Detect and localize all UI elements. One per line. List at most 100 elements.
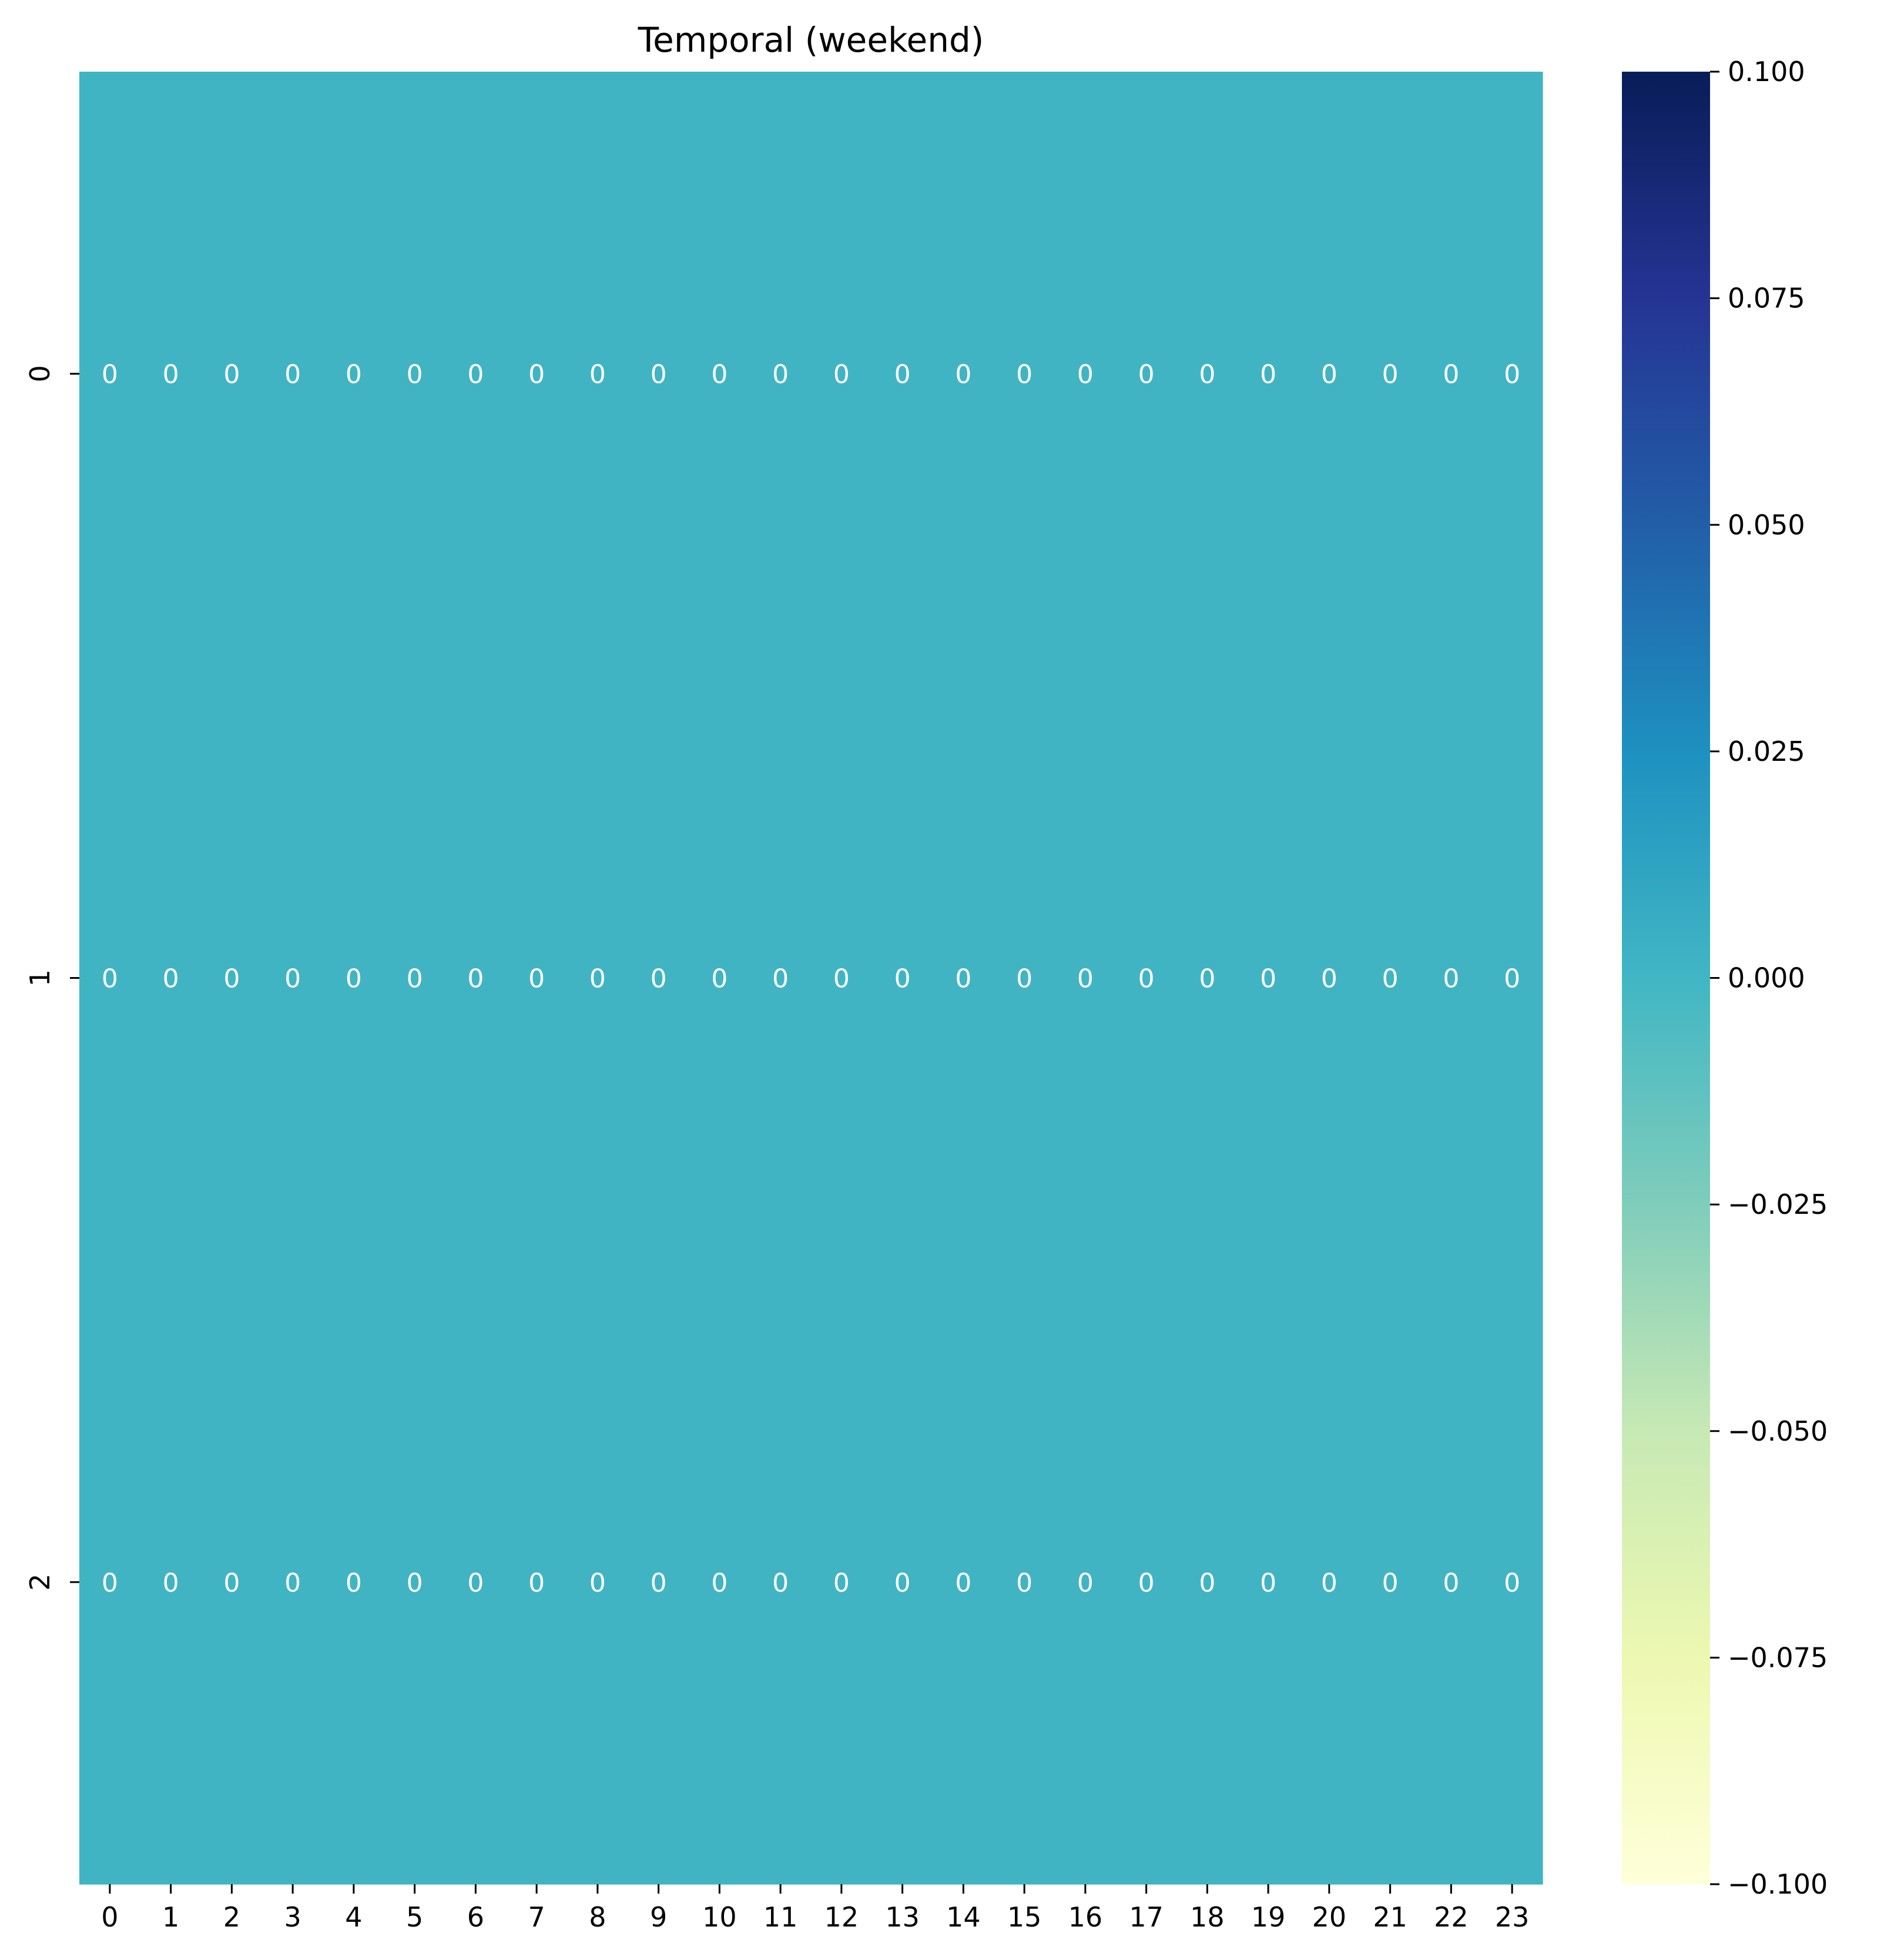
heatmap-cell	[628, 676, 690, 1281]
cell-annotation: 0	[407, 1568, 423, 1598]
cell-annotation: 0	[346, 360, 362, 390]
heatmap-cell	[1420, 1280, 1482, 1885]
heatmap-cell	[1299, 72, 1360, 676]
x-tick-label: 11	[763, 1901, 798, 1933]
cell-annotation: 0	[651, 360, 667, 390]
cell-annotation: 0	[589, 360, 606, 390]
cell-annotation: 0	[711, 360, 728, 390]
heatmap-cell	[201, 1280, 263, 1885]
cell-annotation: 0	[1138, 360, 1155, 390]
heatmap-cell	[201, 676, 263, 1281]
heatmap-cell	[1420, 72, 1482, 676]
heatmap-cell	[262, 676, 324, 1281]
cell-annotation: 0	[284, 1568, 301, 1598]
cell-annotation: 0	[528, 964, 545, 994]
cell-annotation: 0	[1199, 360, 1215, 390]
x-tick-label: 0	[101, 1901, 118, 1933]
heatmap-cell	[140, 1280, 202, 1885]
cell-annotation: 0	[1504, 360, 1520, 390]
heatmap-cell	[933, 1280, 994, 1885]
cell-annotation: 0	[346, 1568, 362, 1598]
cell-annotation: 0	[284, 964, 301, 994]
heatmap-cell	[1359, 72, 1422, 676]
heatmap-cell	[750, 1280, 812, 1885]
heatmap-cell	[262, 72, 324, 676]
heatmap-cell	[1176, 72, 1238, 676]
cell-annotation: 0	[1321, 360, 1337, 390]
x-tick-label: 19	[1251, 1901, 1286, 1933]
cell-annotation: 0	[102, 1568, 118, 1598]
cell-annotation: 0	[223, 360, 240, 390]
heatmap-cell	[1115, 72, 1178, 676]
heatmap-cell	[79, 72, 141, 676]
x-tick-label: 18	[1190, 1901, 1225, 1933]
x-tick-label: 10	[702, 1901, 737, 1933]
cell-annotation: 0	[163, 1568, 179, 1598]
heatmap-cell	[567, 72, 629, 676]
heatmap-cell	[750, 72, 812, 676]
y-tick-label: 1	[24, 969, 56, 986]
heatmap-cell	[445, 1280, 507, 1885]
heatmap-cell	[1299, 676, 1360, 1281]
cell-annotation: 0	[651, 964, 667, 994]
heatmap-cell	[994, 1280, 1055, 1885]
colorbar-tick-label: 0.075	[1728, 283, 1805, 314]
colorbar: −0.100 −0.075 −0.050 −0.025 0.000 0.025 0.050 0…	[1622, 56, 1828, 1900]
x-tick-label: 9	[650, 1901, 667, 1933]
heatmap-cell	[140, 676, 202, 1281]
colorbar-tick-label: −0.025	[1728, 1189, 1828, 1220]
cell-annotation: 0	[102, 360, 118, 390]
cell-annotation: 0	[163, 360, 179, 390]
heatmap-cell	[1238, 676, 1299, 1281]
heatmap-cell	[811, 72, 873, 676]
cell-annotation: 0	[346, 964, 362, 994]
heatmap-cell	[79, 676, 141, 1281]
heatmap-cell	[871, 676, 934, 1281]
cell-annotation: 0	[711, 964, 728, 994]
heatmap-cell	[384, 72, 446, 676]
cell-annotation: 0	[955, 360, 971, 390]
cell-annotation: 0	[711, 1568, 728, 1598]
heatmap-cell	[933, 676, 994, 1281]
colorbar-tick-label: 0.050	[1728, 509, 1805, 541]
colorbar-tick-label: −0.050	[1728, 1415, 1828, 1447]
cell-annotation: 0	[407, 964, 423, 994]
heatmap-cell	[1176, 1280, 1238, 1885]
cell-annotation: 0	[223, 1568, 240, 1598]
heatmap-cell	[628, 1280, 690, 1885]
heatmap-cell	[933, 72, 994, 676]
cell-annotation: 0	[1077, 964, 1094, 994]
heatmap-cell	[1238, 72, 1299, 676]
x-tick-label: 16	[1068, 1901, 1103, 1933]
heatmap-cell	[1420, 676, 1482, 1281]
heatmap-cell	[445, 676, 507, 1281]
colorbar-tick-label: −0.100	[1728, 1868, 1828, 1900]
x-tick-label: 21	[1373, 1901, 1407, 1933]
cell-annotation: 0	[1077, 360, 1094, 390]
heatmap-cell	[1115, 676, 1178, 1281]
heatmap-cell	[506, 676, 568, 1281]
heatmap-cell	[750, 676, 812, 1281]
heatmap-cell	[1055, 676, 1117, 1281]
cell-annotation: 0	[467, 964, 484, 994]
heatmap-cell	[323, 72, 385, 676]
x-tick-label: 5	[406, 1901, 423, 1933]
cell-annotation: 0	[955, 964, 971, 994]
cell-annotation: 0	[1504, 964, 1520, 994]
cell-annotation: 0	[528, 360, 545, 390]
heatmap-cell	[323, 1280, 385, 1885]
heatmap-cell	[994, 72, 1055, 676]
heatmap-cell	[994, 676, 1055, 1281]
heatmap-cell	[1115, 1280, 1178, 1885]
y-axis: 0 1 2	[24, 365, 79, 1590]
y-tick-label: 2	[24, 1573, 56, 1590]
heatmap-cells	[79, 72, 1543, 1885]
x-tick-label: 17	[1129, 1901, 1164, 1933]
heatmap-cell	[871, 1280, 934, 1885]
heatmap-cell	[506, 1280, 568, 1885]
x-tick-label: 14	[946, 1901, 981, 1933]
cell-annotation: 0	[833, 360, 850, 390]
x-tick-label: 3	[284, 1901, 301, 1933]
heatmap-cell	[445, 72, 507, 676]
cell-annotations: 0 0 0 0 0 0 0 0 0 0 0 0 0 0 0 0 0 0 0 0 0 0 0 0 0 0 0 0 0 0 0 0 0 0 0 0 0 0 0 0…	[102, 360, 1520, 1598]
